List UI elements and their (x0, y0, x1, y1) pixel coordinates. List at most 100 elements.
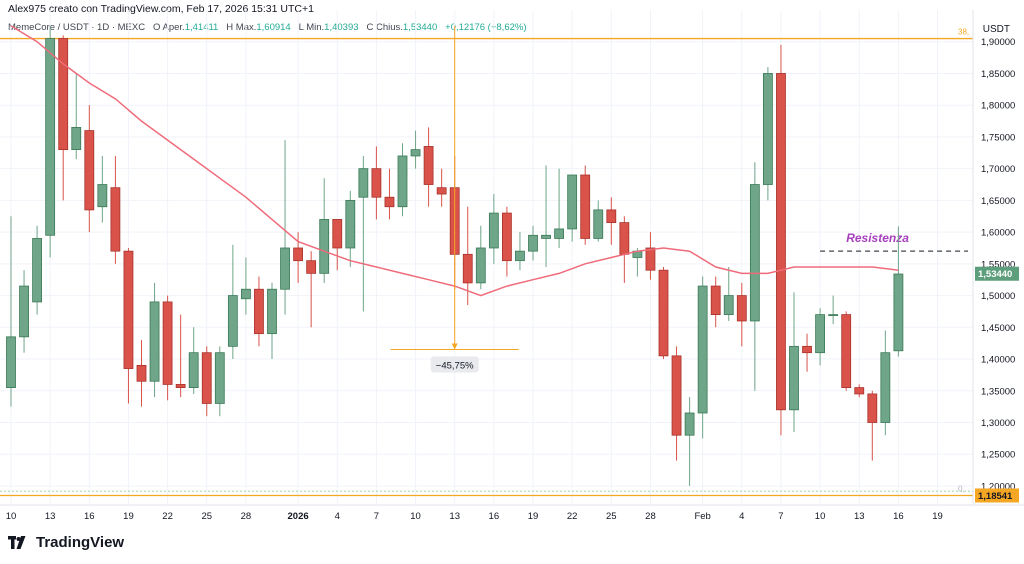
candle[interactable] (240, 257, 251, 315)
candle[interactable] (567, 174, 578, 242)
time-tick-label: 25 (201, 511, 212, 522)
candle[interactable] (319, 178, 330, 283)
candle[interactable] (854, 384, 865, 398)
legend-low-text: Min. (306, 22, 325, 33)
time-tick-label: 28 (645, 511, 656, 522)
candle[interactable] (110, 155, 121, 264)
candle[interactable] (554, 168, 564, 248)
price-tick-label: 1,70000 (981, 164, 1015, 175)
candle[interactable] (149, 282, 160, 398)
candle[interactable] (306, 251, 317, 328)
candle-body (332, 219, 343, 249)
candle[interactable] (815, 308, 825, 366)
candle[interactable] (671, 346, 682, 461)
candle-body (58, 38, 69, 151)
candle[interactable] (423, 127, 434, 207)
candle[interactable] (201, 346, 212, 417)
candle[interactable] (6, 216, 16, 407)
candle-body (462, 253, 473, 284)
candle-body (554, 228, 564, 239)
candle-body (854, 387, 865, 395)
candle[interactable] (710, 276, 721, 328)
candle[interactable] (371, 146, 382, 220)
candle[interactable] (501, 206, 512, 277)
candle-body (488, 212, 499, 249)
legend-high-key: H (226, 22, 234, 33)
candle[interactable] (19, 270, 29, 353)
candle[interactable] (280, 140, 290, 315)
price-chart[interactable]: 38,0,Resistenza −45,75% 1,200001,250001,… (0, 0, 1024, 530)
candle[interactable] (136, 340, 147, 407)
candle-body (175, 384, 186, 388)
time-axis: 10 13 16 19 22 25 28 2026 4 7 10 13 16 19 22 25 28 Feb 4 7 1… (6, 511, 943, 522)
candle[interactable] (267, 282, 277, 360)
candle[interactable] (175, 314, 186, 398)
candle[interactable] (515, 232, 525, 271)
time-tick-label: 7 (374, 511, 379, 522)
time-tick-label: 10 (815, 511, 826, 522)
candle[interactable] (214, 346, 225, 417)
candle[interactable] (541, 165, 551, 268)
price-labels: 1,53440 1,18541 (975, 266, 1019, 503)
candle[interactable] (475, 225, 486, 290)
candle[interactable] (658, 267, 669, 360)
candle[interactable] (188, 327, 199, 394)
candle-body (162, 301, 173, 385)
candle-body (619, 222, 630, 255)
candle[interactable] (358, 155, 369, 312)
candle[interactable] (293, 232, 304, 283)
candle-body (749, 184, 760, 322)
candle[interactable] (802, 333, 812, 372)
candle[interactable] (593, 200, 604, 242)
candle[interactable] (880, 330, 891, 436)
candle[interactable] (97, 155, 108, 223)
candle[interactable] (789, 292, 799, 433)
support-price-badge (975, 488, 1019, 503)
candle-body (6, 336, 16, 388)
candle[interactable] (436, 168, 447, 207)
candle[interactable] (893, 226, 904, 357)
candle[interactable] (528, 225, 538, 261)
candle[interactable] (462, 206, 473, 306)
candle[interactable] (227, 244, 238, 360)
candle[interactable] (749, 162, 760, 391)
candle[interactable] (606, 197, 617, 245)
candle[interactable] (410, 130, 421, 169)
candle[interactable] (71, 73, 82, 160)
candle-body (371, 168, 382, 198)
candle-body (201, 352, 212, 404)
candle[interactable] (776, 44, 786, 436)
candle[interactable] (828, 295, 839, 325)
candle[interactable] (684, 397, 695, 486)
candle[interactable] (123, 247, 134, 404)
candle-body (280, 247, 290, 290)
candle[interactable] (867, 390, 878, 461)
candle[interactable] (697, 276, 708, 439)
candle[interactable] (162, 295, 173, 401)
candle-body (789, 345, 799, 411)
candle[interactable] (619, 216, 630, 283)
legend-symbol[interactable]: MemeCore / USDT · 1D · MEXC (8, 22, 146, 33)
candle[interactable] (397, 143, 408, 217)
horizontal-levels: 38, 0, Resistenza (0, 28, 973, 497)
candle[interactable] (332, 219, 343, 271)
candle[interactable] (645, 232, 656, 280)
candle[interactable] (580, 165, 591, 245)
candle[interactable] (763, 67, 773, 201)
candle[interactable] (723, 267, 734, 321)
legend-open-key: O (153, 22, 161, 33)
candle-body (214, 352, 225, 404)
candle-body (684, 412, 695, 436)
candle[interactable] (84, 105, 95, 233)
candle[interactable] (736, 282, 747, 347)
candle[interactable] (254, 276, 264, 347)
candle[interactable] (32, 225, 42, 315)
candle[interactable] (345, 190, 356, 268)
candle[interactable] (58, 35, 69, 201)
time-tick-label: 19 (528, 511, 539, 522)
candle[interactable] (384, 168, 395, 220)
candle[interactable] (488, 194, 499, 264)
candle[interactable] (841, 311, 852, 391)
candle-body (723, 295, 734, 316)
candle[interactable] (45, 25, 56, 258)
